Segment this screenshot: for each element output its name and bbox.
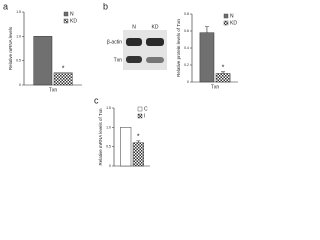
figure: a b c N KD β-actin Txn 00.51.01.5Relativ… xyxy=(3,1,238,168)
bar xyxy=(33,36,53,86)
y-tick-label: 1.5 xyxy=(16,10,21,14)
y-tick-label: 0 xyxy=(19,83,21,87)
y-tick-label: 0.8 xyxy=(184,12,189,16)
western-blot: N KD β-actin Txn xyxy=(107,24,167,70)
bar xyxy=(120,127,132,167)
legend-label: N xyxy=(70,11,74,17)
annotation: * xyxy=(222,65,225,72)
bar xyxy=(199,32,215,83)
y-tick-label: 1.0 xyxy=(16,34,21,38)
annotation: * xyxy=(137,134,140,141)
y-tick-label: 0.4 xyxy=(184,46,189,50)
panel-label: c xyxy=(94,95,99,105)
y-tick-label: 1.0 xyxy=(106,125,111,129)
error-bar xyxy=(136,140,141,143)
legend-swatch xyxy=(223,20,229,26)
y-tick-label: 0.5 xyxy=(106,145,111,149)
legend-label: KD xyxy=(70,18,77,24)
band-label: β-actin xyxy=(107,39,122,45)
y-tick-label: 0.5 xyxy=(16,59,21,63)
legend-label: I xyxy=(144,113,145,119)
legend-swatch xyxy=(63,11,69,17)
legend-label: C xyxy=(144,106,148,112)
legend-swatch xyxy=(137,113,143,119)
legend-swatch xyxy=(137,106,143,112)
y-tick-label: 0.2 xyxy=(184,63,189,67)
legend-swatch xyxy=(223,13,229,19)
y-axis-label: Relative protein levels of Txn xyxy=(176,19,181,77)
legend-label: KD xyxy=(230,20,237,26)
x-tick-label: Txn xyxy=(211,84,220,90)
bar xyxy=(132,142,144,167)
y-tick-label: 0 xyxy=(187,80,189,84)
x-tick-label: Txn xyxy=(49,87,58,93)
y-axis-label: Relative mRNA levels of Txn xyxy=(98,108,103,165)
annotation: * xyxy=(62,66,65,73)
y-tick-label: 1.5 xyxy=(106,106,111,110)
panel-label: a xyxy=(3,1,8,11)
bar xyxy=(215,73,231,83)
lane-label: KD xyxy=(152,24,159,30)
bar xyxy=(53,72,73,86)
legend-label: N xyxy=(230,13,234,19)
legend-swatch xyxy=(63,18,69,24)
y-tick-label: 0 xyxy=(109,164,111,168)
error-bar xyxy=(221,71,226,74)
y-tick-label: 0.6 xyxy=(184,29,189,33)
error-bar xyxy=(204,26,209,33)
panel-label: b xyxy=(103,1,108,11)
y-axis-label: Relative mRNA levels xyxy=(8,26,13,70)
band-label: Txn xyxy=(114,57,123,63)
lane-label: N xyxy=(132,24,136,30)
